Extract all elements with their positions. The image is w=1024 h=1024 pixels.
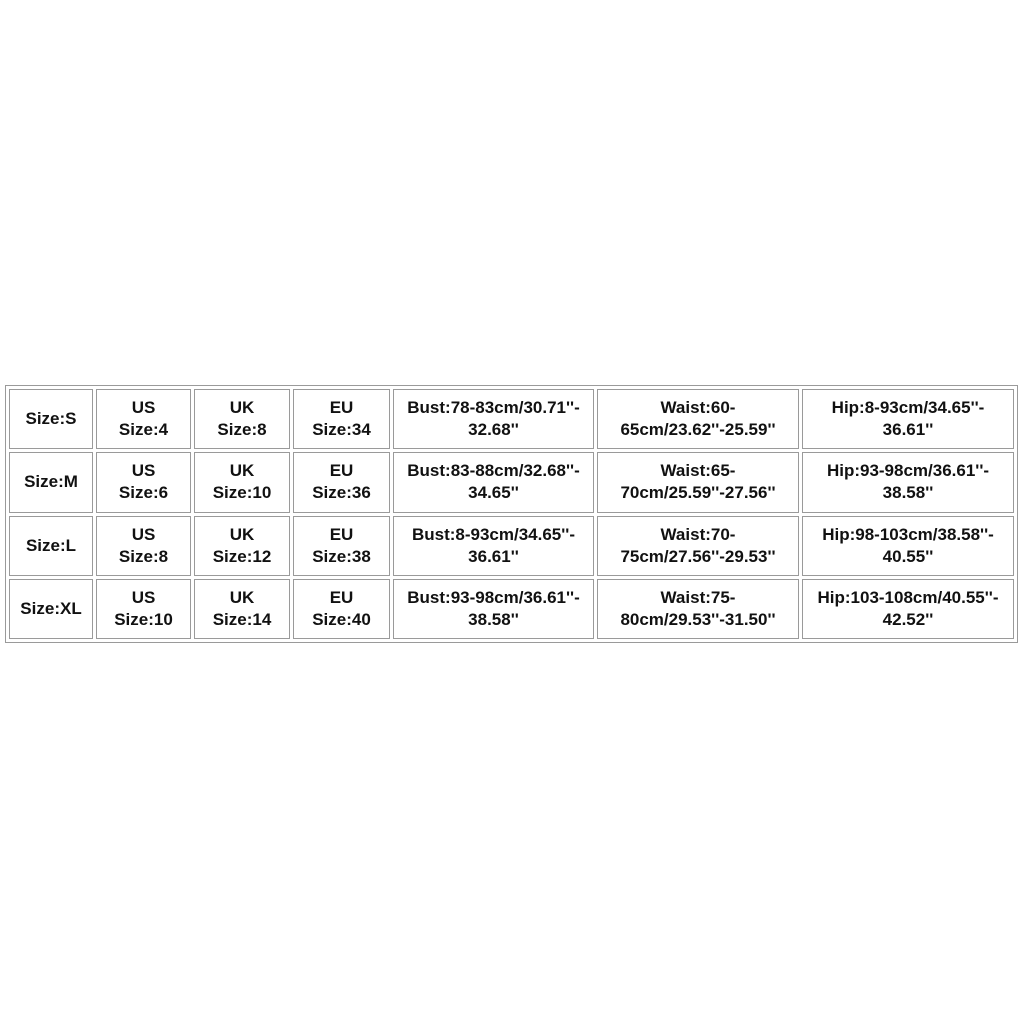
waist-cell: Waist:60- 65cm/23.62''-25.59'' bbox=[597, 389, 799, 450]
us-size-line: Size:8 bbox=[118, 546, 169, 566]
hip-line: 42.52'' bbox=[882, 609, 934, 629]
hip-cell: Hip:93-98cm/36.61''- 38.58'' bbox=[802, 452, 1014, 513]
uk-size-cell: UK Size:14 bbox=[194, 578, 290, 639]
us-size-cell: US Size:8 bbox=[96, 515, 191, 576]
waist-line: Waist:70- bbox=[660, 524, 736, 544]
eu-size-line: EU bbox=[329, 398, 354, 418]
waist-cell: Waist:70- 75cm/27.56''-29.53'' bbox=[597, 515, 799, 576]
waist-cell: Waist:75- 80cm/29.53''-31.50'' bbox=[597, 578, 799, 639]
eu-size-cell: EU Size:34 bbox=[293, 389, 390, 450]
hip-line: Hip:98-103cm/38.58''- bbox=[822, 524, 994, 544]
us-size-line: US bbox=[131, 398, 156, 418]
size-label-cell: Size:S bbox=[9, 389, 93, 450]
table-row: Size:S US Size:4 UK Size:8 EU Size:34 Bust:78-8… bbox=[9, 389, 1014, 450]
eu-size-line: EU bbox=[329, 461, 354, 481]
bust-cell: Bust:83-88cm/32.68''- 34.65'' bbox=[393, 452, 594, 513]
hip-cell: Hip:98-103cm/38.58''- 40.55'' bbox=[802, 515, 1014, 576]
bust-line: 36.61'' bbox=[468, 546, 519, 566]
us-size-line: Size:6 bbox=[118, 483, 169, 503]
bust-line: 38.58'' bbox=[468, 609, 519, 629]
bust-cell: Bust:8-93cm/34.65''- 36.61'' bbox=[393, 515, 594, 576]
uk-size-line: Size:12 bbox=[212, 546, 272, 566]
hip-line: Hip:8-93cm/34.65''- bbox=[831, 398, 985, 418]
hip-cell: Hip:103-108cm/40.55''- 42.52'' bbox=[802, 578, 1014, 639]
eu-size-line: EU bbox=[329, 587, 354, 607]
bust-line: Bust:78-83cm/30.71''- bbox=[407, 398, 580, 418]
waist-line: 80cm/29.53''-31.50'' bbox=[620, 609, 776, 629]
uk-size-line: UK bbox=[229, 524, 255, 544]
waist-line: 75cm/27.56''-29.53'' bbox=[620, 546, 776, 566]
table-row: Size:XL US Size:10 UK Size:14 EU Size:40 Bust:9… bbox=[9, 578, 1014, 639]
us-size-cell: US Size:6 bbox=[96, 452, 191, 513]
eu-size-line: Size:34 bbox=[312, 420, 371, 440]
us-size-cell: US Size:10 bbox=[96, 578, 191, 639]
us-size-line: Size:10 bbox=[114, 609, 173, 629]
us-size-line: US bbox=[131, 524, 156, 544]
hip-line: 40.55'' bbox=[882, 546, 934, 566]
us-size-cell: US Size:4 bbox=[96, 389, 191, 450]
eu-size-cell: EU Size:40 bbox=[293, 578, 390, 639]
size-chart-table: Size:S US Size:4 UK Size:8 EU Size:34 Bust:78-8… bbox=[5, 385, 1018, 643]
hip-cell: Hip:8-93cm/34.65''- 36.61'' bbox=[802, 389, 1014, 450]
bust-line: 34.65'' bbox=[468, 483, 519, 503]
hip-line: 38.58'' bbox=[882, 483, 934, 503]
eu-size-cell: EU Size:36 bbox=[293, 452, 390, 513]
waist-line: Waist:60- bbox=[660, 398, 736, 418]
uk-size-cell: UK Size:8 bbox=[194, 389, 290, 450]
waist-line: 65cm/23.62''-25.59'' bbox=[620, 420, 776, 440]
us-size-line: Size:4 bbox=[118, 420, 169, 440]
hip-line: 36.61'' bbox=[882, 420, 934, 440]
uk-size-cell: UK Size:12 bbox=[194, 515, 290, 576]
hip-line: Hip:93-98cm/36.61''- bbox=[826, 461, 990, 481]
waist-line: 70cm/25.59''-27.56'' bbox=[620, 483, 776, 503]
waist-line: Waist:65- bbox=[660, 461, 736, 481]
uk-size-line: Size:10 bbox=[212, 483, 272, 503]
waist-line: Waist:75- bbox=[660, 587, 736, 607]
size-label-cell: Size:L bbox=[9, 515, 93, 576]
table-row: Size:L US Size:8 UK Size:12 EU Size:38 Bust:8-9… bbox=[9, 515, 1014, 576]
uk-size-line: UK bbox=[229, 461, 255, 481]
us-size-line: US bbox=[131, 461, 156, 481]
table-row: Size:M US Size:6 UK Size:10 EU Size:36 Bust:83-… bbox=[9, 452, 1014, 513]
uk-size-cell: UK Size:10 bbox=[194, 452, 290, 513]
bust-cell: Bust:93-98cm/36.61''- 38.58'' bbox=[393, 578, 594, 639]
eu-size-line: Size:38 bbox=[312, 546, 371, 566]
uk-size-line: Size:8 bbox=[217, 420, 267, 440]
hip-line: Hip:103-108cm/40.55''- bbox=[817, 587, 999, 607]
size-label-cell: Size:M bbox=[9, 452, 93, 513]
bust-line: 32.68'' bbox=[468, 420, 519, 440]
waist-cell: Waist:65- 70cm/25.59''-27.56'' bbox=[597, 452, 799, 513]
eu-size-line: Size:40 bbox=[312, 609, 371, 629]
eu-size-line: EU bbox=[329, 524, 354, 544]
uk-size-line: Size:14 bbox=[212, 609, 272, 629]
bust-line: Bust:83-88cm/32.68''- bbox=[407, 461, 580, 481]
eu-size-cell: EU Size:38 bbox=[293, 515, 390, 576]
us-size-line: US bbox=[131, 587, 156, 607]
uk-size-line: UK bbox=[229, 398, 255, 418]
eu-size-line: Size:36 bbox=[312, 483, 371, 503]
bust-line: Bust:8-93cm/34.65''- bbox=[411, 524, 576, 544]
bust-line: Bust:93-98cm/36.61''- bbox=[407, 587, 580, 607]
uk-size-line: UK bbox=[229, 587, 255, 607]
size-label-cell: Size:XL bbox=[9, 578, 93, 639]
bust-cell: Bust:78-83cm/30.71''- 32.68'' bbox=[393, 389, 594, 450]
